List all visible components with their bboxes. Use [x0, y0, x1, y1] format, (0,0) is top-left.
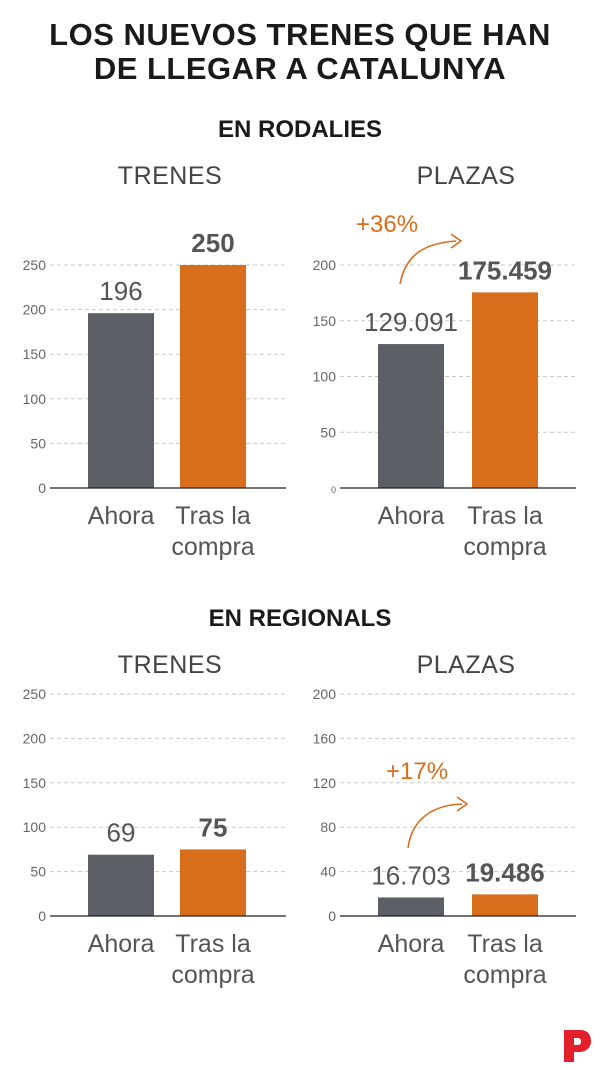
chart-3-ytick-label: 50 — [30, 864, 46, 880]
chart-4-ytick-label: 120 — [313, 775, 337, 791]
chart-1-category-label-future: Tras la compra — [171, 502, 254, 561]
chart-4-growth-annotation: +17% — [386, 758, 448, 785]
chart-4-growth-arrow-icon — [407, 803, 463, 849]
page-title-line-1: LOS NUEVOS TRENES QUE HAN — [49, 17, 551, 52]
chart-3-value-label-future: 75 — [199, 812, 228, 842]
chart-1-ytick-label: 50 — [30, 435, 46, 451]
chart-2-growth-annotation: +36% — [356, 211, 418, 238]
chart-3-category-line: Ahora — [88, 930, 155, 958]
chart-4-title: PLAZAS — [417, 651, 516, 679]
chart-4-ytick-label: 40 — [320, 864, 336, 880]
chart-4-category-label-future: Tras la compra — [463, 930, 546, 989]
chart-4-category-label-current: Ahora — [378, 930, 445, 958]
chart-4-bar-current — [378, 897, 444, 916]
chart-3-bar-current — [88, 854, 154, 916]
chart-3-ytick-label: 150 — [23, 775, 47, 791]
chart-4-value-label-current: 16.703 — [371, 860, 451, 890]
chart-2-ytick-label: 50 — [320, 424, 336, 440]
chart-4-ytick-label: 80 — [320, 819, 336, 835]
chart-3-ytick-label: 0 — [38, 908, 46, 924]
chart-1-category-line: Tras la — [175, 502, 251, 530]
chart-2-bar-future — [472, 292, 538, 488]
chart-4-ytick-label: 0 — [328, 908, 336, 924]
chart-3-value-label-current: 69 — [107, 818, 136, 848]
chart-1-bar-current — [88, 313, 154, 488]
chart-4-category-line: compra — [463, 961, 546, 989]
section-title-regionals: EN REGIONALS — [208, 605, 392, 632]
chart-4-ytick-label: 160 — [313, 730, 337, 746]
chart-3-bar-future — [180, 849, 246, 916]
chart-3-ytick-label: 100 — [23, 819, 47, 835]
chart-1-ytick-label: 100 — [23, 391, 47, 407]
page-title-line-2: DE LLEGAR A CATALUNYA — [93, 51, 507, 86]
chart-1-ytick-label: 150 — [23, 346, 47, 362]
chart-3-ytick-label: 200 — [23, 730, 47, 746]
chart-3-title: TRENES — [118, 651, 222, 679]
chart-4-category-line: Tras la — [467, 930, 543, 958]
chart-2-growth-arrowhead-icon — [450, 233, 463, 249]
chart-1-ytick-label: 250 — [23, 257, 47, 273]
chart-1-value-label-future: 250 — [191, 228, 234, 258]
chart-1-ytick-label: 200 — [23, 302, 47, 318]
chart-2-ytick-label: 0 — [331, 485, 336, 495]
chart-2-category-label-current: Ahora — [378, 502, 445, 530]
chart-1-value-label-current: 196 — [99, 276, 142, 306]
chart-1-category-line: compra — [171, 533, 254, 561]
chart-2-category-line: Tras la — [467, 502, 543, 530]
chart-1-category-line: Ahora — [88, 502, 155, 530]
chart-3-ytick-label: 250 — [23, 686, 47, 702]
chart-2-value-label-future: 175.459 — [458, 255, 552, 285]
chart-3-category-label-future: Tras la compra — [171, 930, 254, 989]
chart-3-category-line: Tras la — [175, 930, 251, 958]
chart-2-category-line: compra — [463, 533, 546, 561]
chart-4-value-label-future: 19.486 — [465, 857, 545, 887]
brand-logo-icon — [564, 1030, 591, 1062]
chart-2-ytick-label: 150 — [313, 313, 337, 329]
chart-4-growth-arrowhead-icon — [456, 796, 469, 812]
chart-2-category-label-future: Tras la compra — [463, 502, 546, 561]
chart-3-category-line: compra — [171, 961, 254, 989]
chart-1-category-label-current: Ahora — [88, 502, 155, 530]
chart-2-category-line: Ahora — [378, 502, 445, 530]
chart-1-bar-future — [180, 265, 246, 488]
page-title: LOS NUEVOS TRENES QUE HAN DE LLEGAR A CA… — [0, 18, 600, 86]
chart-2-bar-current — [378, 344, 444, 488]
chart-4-bar-future — [472, 894, 538, 916]
chart-2-ytick-label: 100 — [313, 369, 337, 385]
chart-2-growth-arrow-icon — [399, 240, 457, 285]
chart-1-ytick-label: 0 — [38, 480, 46, 496]
chart-2-ytick-label: 200 — [313, 257, 337, 273]
chart-2-title: PLAZAS — [417, 162, 516, 190]
chart-4-category-line: Ahora — [378, 930, 445, 958]
chart-3-category-label-current: Ahora — [88, 930, 155, 958]
section-title-rodalies: EN RODALIES — [217, 116, 382, 143]
chart-2-value-label-current: 129.091 — [364, 307, 458, 337]
chart-4-ytick-label: 200 — [313, 686, 337, 702]
chart-1-title: TRENES — [118, 162, 222, 190]
